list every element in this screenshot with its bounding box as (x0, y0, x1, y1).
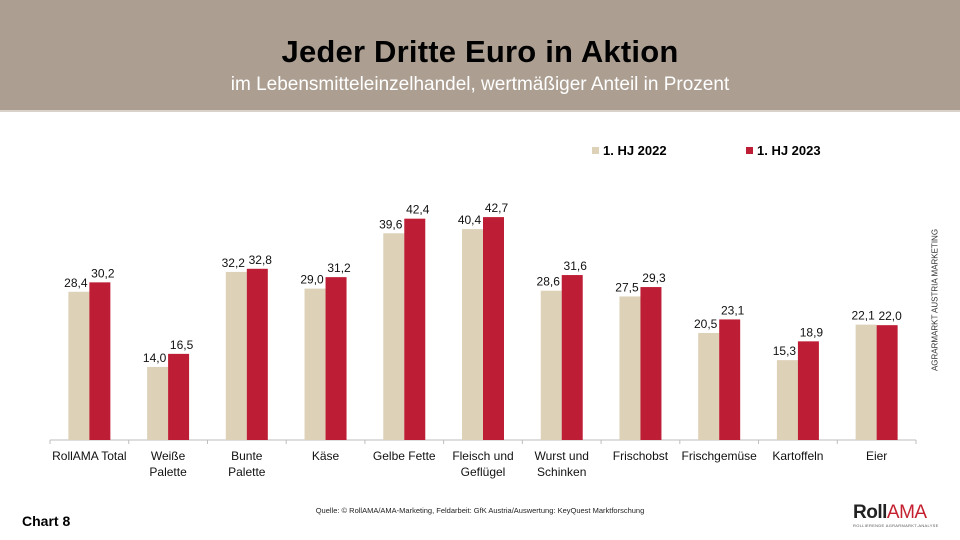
page-title: Jeder Dritte Euro in Aktion (281, 34, 679, 69)
category-label: RollAMA Total (52, 449, 126, 463)
bar-2023 (325, 277, 347, 440)
bar-2023 (561, 275, 583, 440)
bar-2022 (776, 360, 798, 440)
data-label-2023: 31,2 (327, 261, 351, 275)
logo-tagline: ROLLIERENDE AGRARMARKT-ANALYSE (853, 523, 939, 528)
data-label-2022: 32,2 (222, 256, 246, 270)
bar-2022 (225, 271, 247, 440)
category-label: Palette (149, 465, 187, 479)
data-label-2023: 16,5 (170, 338, 194, 352)
logo-roll-text: Roll (853, 502, 887, 523)
data-label-2023: 32,8 (249, 253, 273, 267)
data-label-2023: 30,2 (91, 266, 115, 280)
data-label-2023: 23,1 (721, 303, 745, 317)
legend-item-2023: 1. HJ 2023 (746, 143, 821, 158)
category-label: Kartoffeln (772, 449, 823, 463)
bar-2022 (855, 324, 877, 440)
category-label: Bunte (231, 449, 263, 463)
legend-swatch-2023 (746, 147, 753, 154)
category-label: Käse (312, 449, 340, 463)
data-label-2023: 29,3 (642, 271, 666, 285)
data-label-2023: 18,9 (800, 325, 824, 339)
bar-2022 (68, 291, 90, 440)
data-label-2023: 22,0 (878, 309, 902, 323)
category-label: Schinken (537, 465, 586, 479)
category-label: Geflügel (461, 465, 506, 479)
category-label: Fleisch und (452, 449, 513, 463)
data-label-2022: 22,1 (851, 309, 875, 323)
data-label-2022: 27,5 (615, 280, 639, 294)
page-subtitle: im Lebensmitteleinzelhandel, wertmäßiger… (230, 74, 730, 95)
bar-2023 (89, 282, 111, 440)
chart-number: Chart 8 (22, 513, 71, 529)
bar-2022 (304, 288, 326, 440)
bar-2023 (719, 319, 741, 440)
data-label-2022: 15,3 (773, 344, 797, 358)
data-label-2023: 31,6 (564, 259, 588, 273)
bar-2023 (483, 217, 504, 440)
legend-item-2022: 1. HJ 2022 (592, 143, 667, 158)
bar-2022 (619, 296, 641, 440)
header-banner: Jeder Dritte Euro in Aktion im Lebensmit… (0, 0, 960, 112)
bar-2023 (876, 325, 898, 440)
data-label-2022: 29,0 (300, 273, 324, 287)
legend-swatch-2022 (592, 147, 599, 154)
category-label: Frischgemüse (682, 449, 758, 463)
data-label-2022: 28,6 (537, 275, 561, 289)
bar-2022 (698, 332, 720, 440)
category-label: Gelbe Fette (373, 449, 436, 463)
category-label: Wurst und (534, 449, 588, 463)
data-label-2023: 42,7 (485, 201, 509, 215)
bar-2022 (540, 290, 562, 440)
category-label: Frischobst (613, 449, 669, 463)
side-label: AGRARMARKT AUSTRIA MARKETING (930, 228, 940, 372)
bar-2023 (640, 287, 662, 440)
bar-2023 (404, 218, 426, 440)
bar-2022 (383, 233, 405, 440)
category-label: Weiße (151, 449, 186, 463)
data-label-2022: 39,6 (379, 217, 403, 231)
data-label-2022: 28,4 (64, 276, 88, 290)
bar-2023 (797, 341, 819, 440)
rollama-logo: RollAMA ROLLIERENDE AGRARMARKT-ANALYSE (853, 502, 939, 529)
bar-2023 (168, 353, 190, 440)
logo-ama-text: AMA (886, 502, 927, 523)
legend-label-2022: 1. HJ 2022 (603, 143, 667, 158)
category-label: Palette (228, 465, 266, 479)
data-label-2022: 20,5 (694, 317, 718, 331)
category-label: Eier (866, 449, 887, 463)
source-note: Quelle: © RollAMA/AMA-Marketing, Feldarb… (315, 506, 645, 515)
legend-label-2023: 1. HJ 2023 (757, 143, 821, 158)
data-label-2023: 42,4 (406, 203, 430, 217)
bar-2023 (246, 268, 268, 440)
data-label-2022: 14,0 (143, 351, 167, 365)
bar-2022 (147, 366, 169, 440)
data-label-2022: 40,4 (458, 213, 482, 227)
bar-2022 (462, 229, 483, 440)
